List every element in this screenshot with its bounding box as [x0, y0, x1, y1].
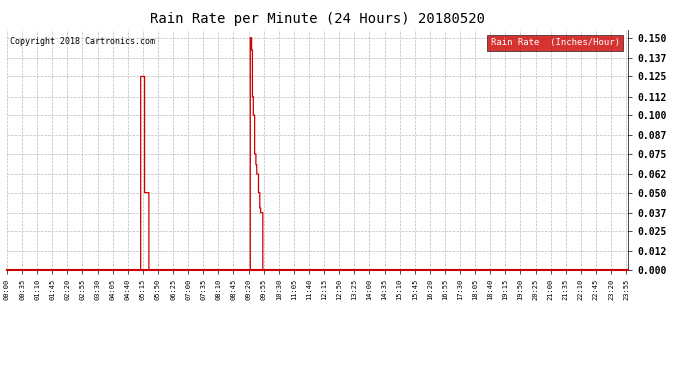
Legend: Rain Rate  (Inches/Hour): Rain Rate (Inches/Hour): [487, 34, 623, 51]
Text: Copyright 2018 Cartronics.com: Copyright 2018 Cartronics.com: [10, 37, 155, 46]
Title: Rain Rate per Minute (24 Hours) 20180520: Rain Rate per Minute (24 Hours) 20180520: [150, 12, 485, 26]
